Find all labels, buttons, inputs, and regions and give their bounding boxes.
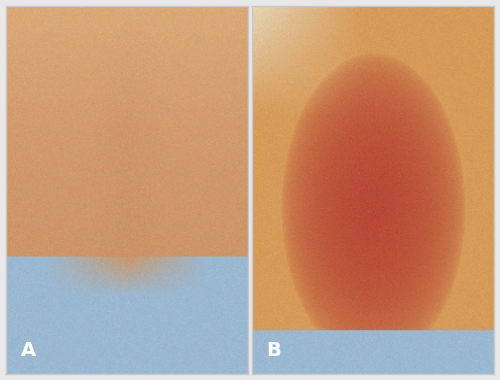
Text: A: A (20, 340, 36, 359)
Text: B: B (266, 340, 281, 359)
